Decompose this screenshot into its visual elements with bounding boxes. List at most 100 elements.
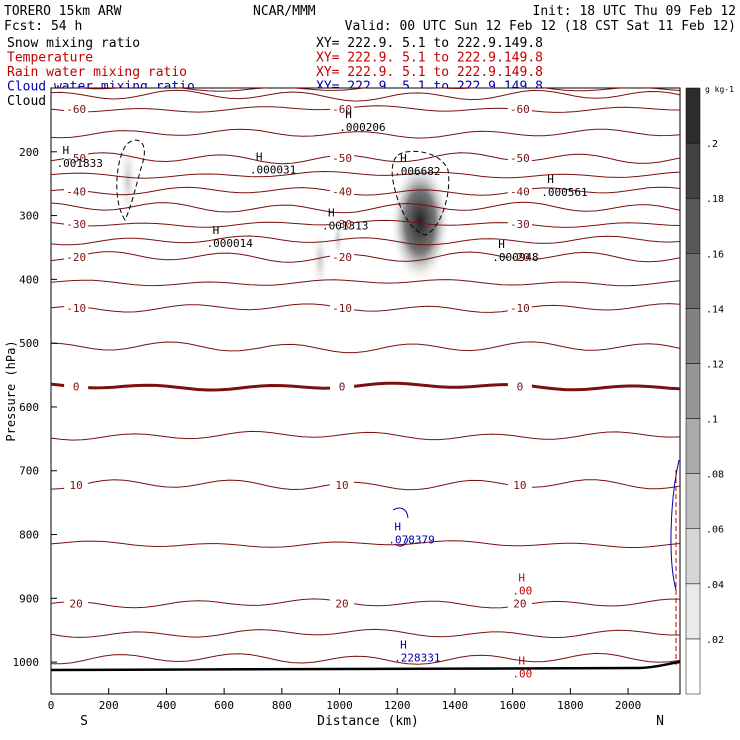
high-marker: H [213,224,220,237]
x-tick-label: 0 [48,699,55,712]
high-value: .000206 [339,121,385,134]
x-tick-label: 1800 [557,699,584,712]
colorbar-segment [685,87,701,144]
x-axis-label: Distance (km) [317,714,419,729]
high-value: .228331 [394,652,440,665]
colorbar-segment [685,528,701,585]
isotherm-label-bg [507,596,532,609]
colorbar-segment [685,473,701,529]
isotherm-label-bg [507,250,532,263]
isotherm-label-bg [507,184,532,197]
high-value: .00 [512,585,532,598]
snow-shading-core [390,166,450,290]
org-label: NCAR/MMM [253,4,316,19]
isotherm-label-bg [64,151,89,164]
isotherm-label-bg [64,477,89,490]
isotherm-label-bg [64,301,89,314]
y-tick-label: 200 [19,146,39,159]
isotherm-label: 0 [339,381,346,394]
isotherm-label: -60 [510,103,530,116]
field-xy: XY= 222.9. 5.1 to 222.9.149.8 [316,36,543,51]
isotherm-line [51,381,680,392]
isotherm-line [51,186,680,196]
colorbar-label: .18 [706,194,724,205]
field-name: Snow mixing ratio [7,36,140,51]
isotherm-line [51,628,680,639]
isotherm-label: -40 [66,185,86,198]
x-tick-label: 200 [99,699,119,712]
isotherm-line [51,303,680,313]
high-value: .00 [512,667,532,680]
isotherm-line [51,652,680,665]
plot-area [50,87,681,695]
high-value: .078379 [388,534,434,547]
field-xy: XY= 222.9. 5.1 to 222.9.149.8 [316,51,543,66]
colorbar-segment [685,197,701,254]
field-name: Temperature [7,51,93,66]
isotherm-line [51,152,680,165]
y-tick-label: 700 [19,465,39,478]
isotherm-label: -60 [66,103,86,116]
isotherm-label: 10 [513,479,526,492]
isotherm-label-bg [330,477,355,490]
field-name: Rain water mixing ratio [7,65,187,80]
isotherm-line [51,89,680,102]
isotherm-label: -10 [510,302,530,315]
model-title: TORERO 15km ARW [4,4,122,19]
colorbar-label: .16 [706,249,724,260]
isotherm-label: -30 [510,218,530,231]
isotherm-label-bg [64,596,89,609]
isotherm-line [51,105,680,113]
high-marker: H [345,108,352,121]
colorbar-label: .06 [706,525,724,536]
colorbar-segment [685,142,701,199]
isotherm-label-bg [330,151,355,164]
isotherm-line [51,219,680,228]
isotherm-label-bg [64,216,89,229]
colorbar-label: .04 [706,580,724,591]
colorbar-segment [685,418,701,474]
x-tick-label: 1000 [326,699,353,712]
isotherm-label: -40 [332,185,352,198]
y-tick-label: 600 [19,401,39,414]
colorbar-segment [685,638,701,695]
isotherm-label: -40 [510,185,530,198]
isotherm-line [51,170,680,179]
y-tick-label: 400 [19,273,39,286]
cloud-ice-contour-core [391,150,450,236]
high-value: .000031 [250,164,296,177]
isotherm-label-bg [330,216,355,229]
high-value: .001833 [57,157,103,170]
isotherm-line [51,430,680,441]
isotherm-line [51,479,680,491]
field-xy: XY= 222.9. 5.1 to 222.9.149.8 [316,65,543,80]
isotherm-label: -50 [66,152,86,165]
isotherm-label: 10 [70,479,83,492]
colorbar-segment [685,253,701,309]
cloud-water-contour [392,507,409,547]
y-tick-label: 800 [19,529,39,542]
isotherm-label: 20 [513,597,526,610]
isotherm-label: -10 [332,302,352,315]
isotherm-label: 20 [70,597,83,610]
x-tick-label: 400 [156,699,176,712]
high-marker: H [518,654,525,667]
colorbar-segment [685,583,701,640]
high-marker: H [400,152,407,165]
high-value: .001313 [322,220,368,233]
high-marker: H [400,639,407,652]
isotherm-label-bg [64,379,89,392]
init-time: Init: 18 UTC Thu 09 Feb 12 [533,4,737,19]
isotherm-line [51,598,680,609]
isotherm-line [51,341,680,354]
isotherm-label: 20 [335,597,348,610]
isotherm-line [51,201,680,214]
colorbar-label: .1 [706,415,718,426]
isotherm-line [51,235,680,246]
isotherm-label: -50 [332,152,352,165]
isotherm-label-bg [64,102,89,115]
colorbar-label: .08 [706,470,724,481]
x-tick-label: 1200 [384,699,411,712]
isotherm-label-bg [330,301,355,314]
